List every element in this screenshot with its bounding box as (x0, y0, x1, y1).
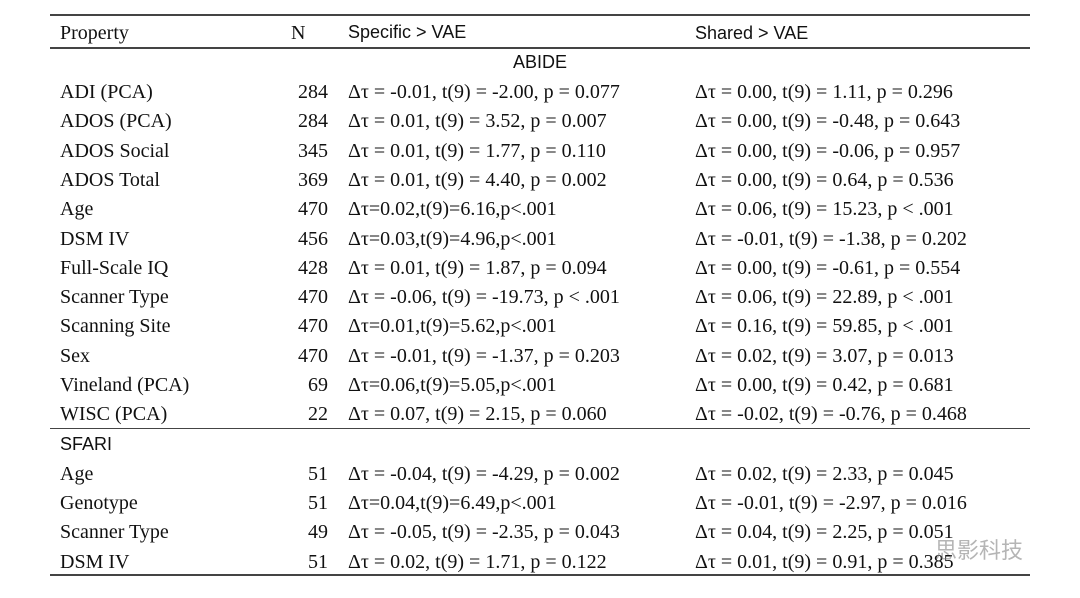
specific-cell: Δτ=0.02,t(9)=6.16,p<.001 (348, 198, 557, 221)
header-cell: Property (60, 22, 129, 44)
shared-cell: Δτ = 0.06, t(9) = 22.89, p < .001 (695, 286, 954, 309)
n-cell: 470 (298, 198, 328, 221)
shared-cell: Δτ = 0.02, t(9) = 2.33, p = 0.045 (695, 463, 954, 485)
property-cell: Scanner Type (60, 286, 169, 309)
property-cell: Full-Scale IQ (60, 256, 169, 279)
shared-cell: Δτ = 0.01, t(9) = 0.91, p = 0.385 (695, 550, 954, 573)
n-cell: 22 (308, 403, 328, 426)
property-cell: Age (60, 463, 94, 485)
specific-cell: Δτ=0.03,t(9)=4.96,p<.001 (348, 227, 557, 250)
shared-cell: Δτ = 0.02, t(9) = 3.07, p = 0.013 (695, 344, 954, 367)
specific-cell: Δτ = -0.01, t(9) = -1.37, p = 0.203 (348, 344, 620, 367)
bottom-rule (50, 574, 1030, 576)
shared-cell: Δτ = -0.02, t(9) = -0.76, p = 0.468 (695, 403, 967, 426)
header-cell: Specific > VAE (348, 22, 467, 42)
specific-cell: Δτ = -0.04, t(9) = -4.29, p = 0.002 (348, 463, 620, 485)
specific-cell: Δτ = -0.05, t(9) = -2.35, p = 0.043 (348, 521, 620, 544)
n-cell: 51 (308, 492, 328, 515)
shared-cell: Δτ = -0.01, t(9) = -1.38, p = 0.202 (695, 227, 967, 250)
shared-cell: Δτ = 0.06, t(9) = 15.23, p < .001 (695, 198, 954, 221)
shared-cell: Δτ = 0.16, t(9) = 59.85, p < .001 (695, 315, 954, 338)
property-cell: Age (60, 198, 94, 221)
shared-cell: Δτ = 0.00, t(9) = -0.48, p = 0.643 (695, 110, 961, 133)
property-cell: Genotype (60, 492, 138, 515)
n-cell: 51 (308, 463, 328, 485)
specific-cell: Δτ=0.01,t(9)=5.62,p<.001 (348, 315, 557, 338)
property-cell: ADOS (PCA) (60, 110, 172, 133)
property-cell: ADI (PCA) (60, 81, 153, 103)
specific-cell: Δτ = 0.01, t(9) = 4.40, p = 0.002 (348, 168, 607, 191)
section-title: ABIDE (512, 52, 568, 72)
n-cell: 470 (298, 286, 328, 309)
n-cell: 345 (298, 139, 328, 162)
specific-cell: Δτ = 0.01, t(9) = 3.52, p = 0.007 (348, 110, 607, 133)
n-cell: 470 (298, 315, 328, 338)
section-rule (50, 428, 1030, 429)
specific-cell: Δτ = -0.01, t(9) = -2.00, p = 0.077 (348, 81, 620, 103)
specific-cell: Δτ=0.06,t(9)=5.05,p<.001 (348, 374, 557, 396)
header-cell: N (291, 22, 306, 44)
n-cell: 284 (298, 81, 328, 103)
specific-cell: Δτ = -0.06, t(9) = -19.73, p < .001 (348, 286, 620, 309)
property-cell: ADOS Total (60, 168, 160, 191)
property-cell: WISC (PCA) (60, 403, 168, 426)
n-cell: 428 (298, 256, 328, 279)
header-cell: Shared > VAE (695, 23, 809, 43)
n-cell: 51 (308, 550, 328, 573)
specific-cell: Δτ = 0.01, t(9) = 1.87, p = 0.094 (348, 256, 607, 279)
shared-cell: Δτ = 0.04, t(9) = 2.25, p = 0.051 (695, 521, 954, 544)
property-cell: ADOS Social (60, 139, 170, 162)
shared-cell: Δτ = 0.00, t(9) = 1.11, p = 0.296 (695, 81, 953, 103)
property-cell: Scanner Type (60, 521, 169, 544)
shared-cell: Δτ = 0.00, t(9) = -0.06, p = 0.957 (695, 139, 961, 162)
property-cell: Vineland (PCA) (60, 374, 190, 396)
property-cell: Sex (60, 344, 90, 367)
shared-cell: Δτ = 0.00, t(9) = 0.64, p = 0.536 (695, 168, 954, 191)
top-rule (50, 14, 1030, 16)
n-cell: 369 (298, 168, 328, 191)
section-title: SFARI (60, 434, 113, 454)
n-cell: 49 (308, 521, 328, 544)
property-cell: Scanning Site (60, 315, 171, 338)
specific-cell: Δτ=0.04,t(9)=6.49,p<.001 (348, 492, 557, 515)
property-cell: DSM IV (60, 227, 130, 250)
n-cell: 284 (298, 110, 328, 133)
n-cell: 69 (308, 374, 328, 396)
watermark: 思影科技 (935, 539, 1024, 564)
shared-cell: Δτ = 0.00, t(9) = 0.42, p = 0.681 (695, 374, 954, 396)
n-cell: 470 (298, 344, 328, 367)
shared-cell: Δτ = 0.00, t(9) = -0.61, p = 0.554 (695, 256, 961, 279)
shared-cell: Δτ = -0.01, t(9) = -2.97, p = 0.016 (695, 492, 967, 515)
property-cell: DSM IV (60, 550, 130, 573)
n-cell: 456 (298, 227, 328, 250)
header-rule (50, 47, 1030, 49)
specific-cell: Δτ = 0.01, t(9) = 1.77, p = 0.110 (348, 139, 606, 162)
specific-cell: Δτ = 0.02, t(9) = 1.71, p = 0.122 (348, 550, 607, 573)
specific-cell: Δτ = 0.07, t(9) = 2.15, p = 0.060 (348, 403, 607, 426)
